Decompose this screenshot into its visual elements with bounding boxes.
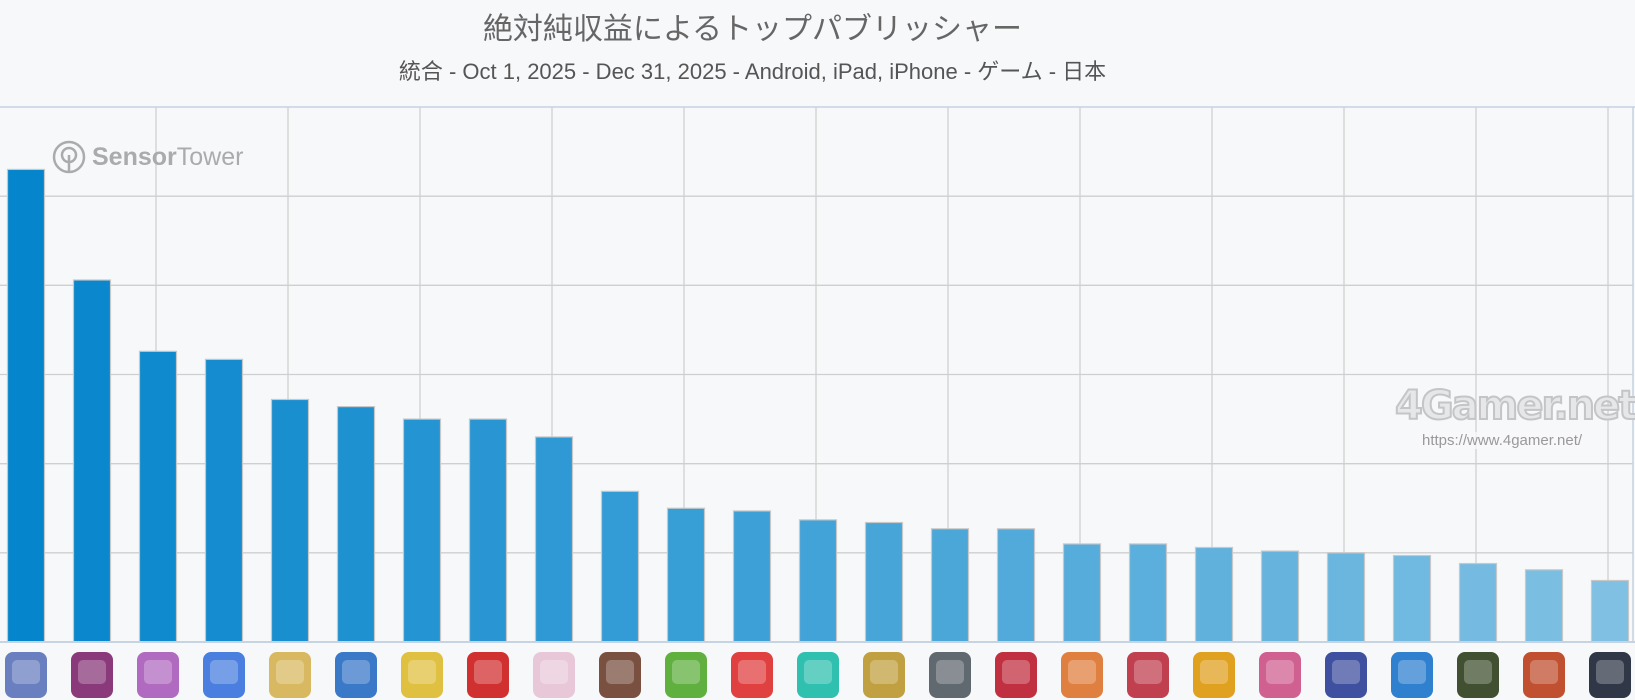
bar <box>666 507 706 643</box>
app-icon <box>995 652 1037 698</box>
bar <box>1194 546 1234 643</box>
app-icon <box>335 652 377 698</box>
bar <box>534 436 574 643</box>
bar <box>270 398 310 643</box>
bar <box>336 406 376 643</box>
app-icon <box>1193 652 1235 698</box>
app-icon <box>203 652 245 698</box>
app-icon-detail <box>144 660 172 684</box>
app-icon-detail <box>1068 660 1096 684</box>
app-icon <box>1523 652 1565 698</box>
app-icon-detail <box>1134 660 1162 684</box>
app-icon-detail <box>1002 660 1030 684</box>
app-icon <box>137 652 179 698</box>
bar <box>1524 569 1564 643</box>
app-icon <box>1061 652 1103 698</box>
chart-subtitle: 統合 - Oct 1, 2025 - Dec 31, 2025 - Androi… <box>398 59 1107 84</box>
app-icon <box>731 652 773 698</box>
app-icon <box>1325 652 1367 698</box>
bar <box>204 358 244 643</box>
app-icon-detail <box>1332 660 1360 684</box>
app-icon-detail <box>1266 660 1294 684</box>
app-icon-detail <box>804 660 832 684</box>
app-icon <box>1127 652 1169 698</box>
bar <box>468 418 508 643</box>
bar <box>864 521 904 643</box>
app-icon <box>401 652 443 698</box>
app-icon <box>929 652 971 698</box>
sensor-tower-light: Tower <box>176 142 244 171</box>
app-icon <box>1391 652 1433 698</box>
fourgamer-logo: 4Gamer.net <box>1394 382 1635 430</box>
bar <box>1128 543 1168 643</box>
bar <box>798 519 838 643</box>
app-icon-detail <box>474 660 502 684</box>
app-icon <box>269 652 311 698</box>
app-icon <box>5 652 47 698</box>
bar <box>6 168 46 643</box>
bar <box>138 350 178 643</box>
app-icon-detail <box>936 660 964 684</box>
fourgamer-url: https://www.4gamer.net/ <box>1422 432 1583 449</box>
app-icon <box>797 652 839 698</box>
app-icon-detail <box>1398 660 1426 684</box>
app-icon <box>71 652 113 698</box>
bar <box>1590 579 1630 643</box>
app-icon <box>1259 652 1301 698</box>
bar <box>600 490 640 643</box>
app-icon <box>1457 652 1499 698</box>
bar <box>1260 550 1300 643</box>
bar <box>930 528 970 643</box>
chart-title: 絶対純収益によるトップパブリッシャー <box>482 12 1023 47</box>
bar <box>1458 562 1498 643</box>
app-icon-detail <box>1200 660 1228 684</box>
app-icon-detail <box>1596 660 1624 684</box>
app-icon-detail <box>276 660 304 684</box>
bar <box>72 279 112 643</box>
app-icon <box>467 652 509 698</box>
app-icon-detail <box>1530 660 1558 684</box>
app-icon-detail <box>540 660 568 684</box>
app-icon <box>533 652 575 698</box>
app-icon <box>1589 652 1631 698</box>
app-icon-detail <box>78 660 106 684</box>
sensor-tower-bold: Sensor <box>92 142 177 171</box>
app-icon-detail <box>1464 660 1492 684</box>
app-icon-detail <box>408 660 436 684</box>
app-icon <box>665 652 707 698</box>
bar <box>732 510 772 643</box>
bar <box>1326 552 1366 643</box>
app-icon-detail <box>672 660 700 684</box>
app-icon-detail <box>870 660 898 684</box>
app-icon-detail <box>342 660 370 684</box>
app-icon <box>863 652 905 698</box>
app-icon-detail <box>738 660 766 684</box>
sensor-tower-watermark: Sensor Tower <box>52 140 243 174</box>
bar <box>996 528 1036 643</box>
app-icon-detail <box>606 660 634 684</box>
bar <box>402 418 442 643</box>
bar <box>1392 554 1432 643</box>
sensor-tower-logo-icon <box>52 140 86 174</box>
app-icon-detail <box>12 660 40 684</box>
app-icon-detail <box>210 660 238 684</box>
app-icon <box>599 652 641 698</box>
bar <box>1062 543 1102 643</box>
